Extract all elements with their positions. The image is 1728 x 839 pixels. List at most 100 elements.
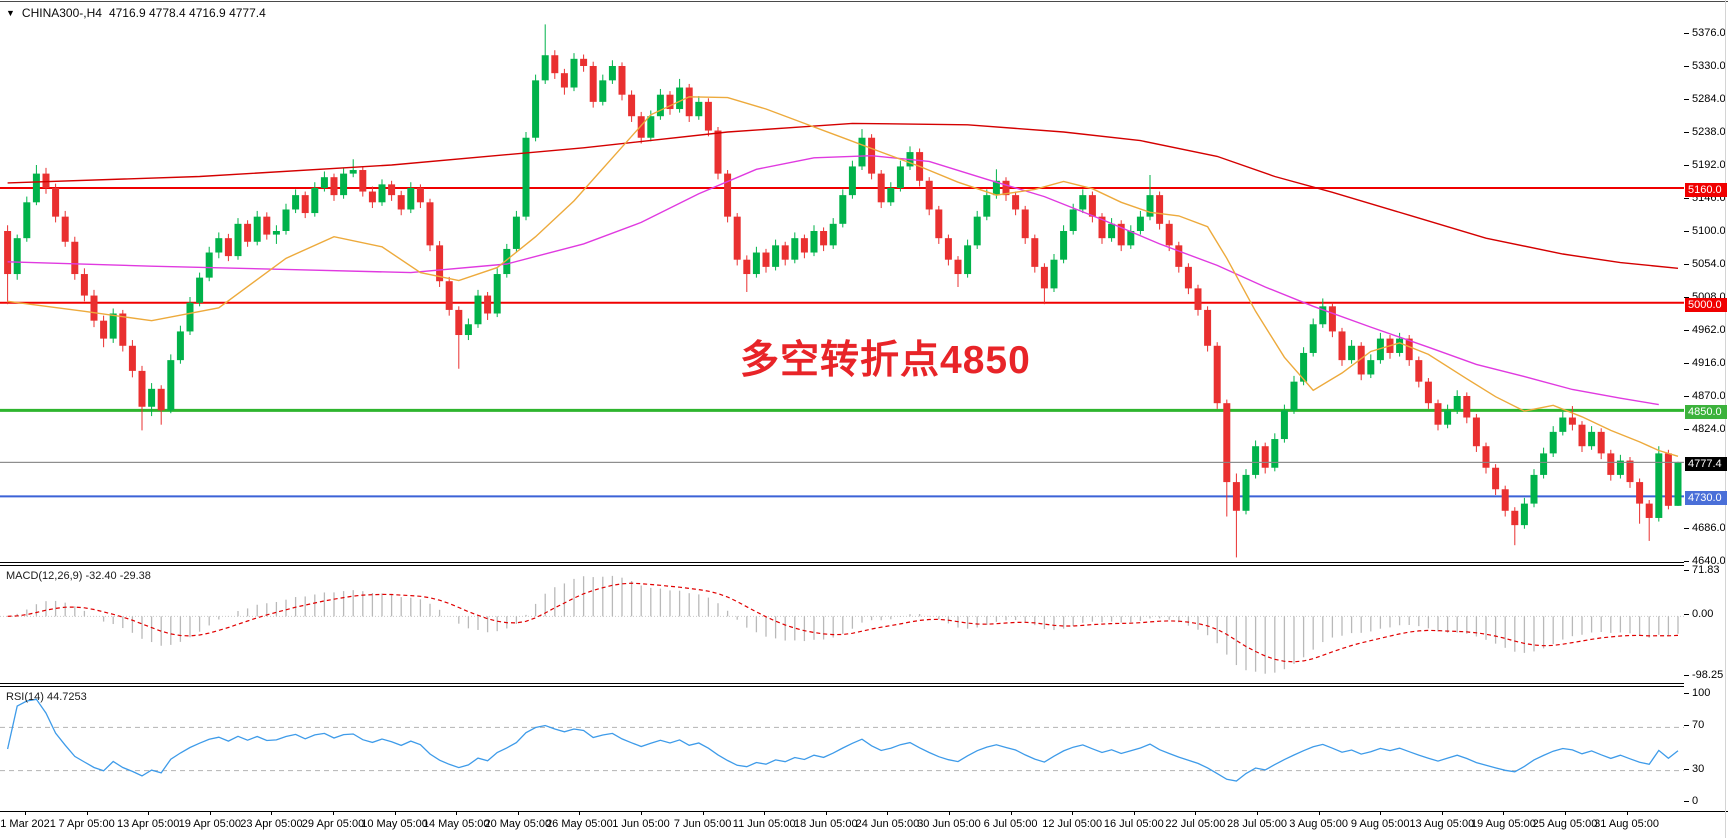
ma-mid-magenta	[7, 154, 1659, 406]
candle-bear	[1002, 180, 1010, 196]
time-tick	[579, 812, 581, 815]
macd-scale--98.25: -98.25	[1692, 669, 1724, 681]
candle-bull	[1108, 223, 1116, 239]
candle-bull	[532, 80, 540, 138]
window-top-border	[0, 1, 1728, 2]
candle-bear	[455, 309, 463, 336]
candle-bull	[522, 137, 530, 217]
price-axis[interactable]: 5376.0 5330.0 5284.0 5238.0 5192.0 5146.0 5100…	[1684, 2, 1728, 812]
candle-bull	[282, 209, 290, 231]
candle-bear	[368, 191, 376, 203]
price-chip-5000.0[interactable]: 5000.0	[1685, 297, 1727, 312]
candle-bear	[1357, 345, 1365, 375]
rsi-panel[interactable]	[0, 687, 1685, 811]
time-tick	[1318, 812, 1320, 815]
candle-bear	[330, 177, 338, 196]
candle-bear	[560, 73, 568, 88]
candle-bear	[724, 173, 732, 217]
price-tick-5054.0-dash	[1684, 264, 1689, 265]
candle-bull	[493, 274, 501, 314]
candle-bear	[733, 216, 741, 260]
candle-bull	[1520, 503, 1528, 526]
time-tick	[641, 812, 642, 815]
main-chart-panel[interactable]	[0, 2, 1685, 562]
price-tick-4962.0: 4962.0	[1692, 324, 1726, 336]
candle-bear	[128, 345, 136, 371]
time-label-18-Jun-05-00: 18 Jun 05:00	[793, 818, 858, 830]
candle-bull	[1309, 324, 1317, 353]
candle-bull	[474, 295, 482, 325]
candle-bear	[1156, 195, 1164, 224]
price-chip-4850.0[interactable]: 4850.0	[1685, 405, 1727, 420]
time-tick	[702, 812, 704, 815]
price-chip-4730.0[interactable]: 4730.0	[1685, 491, 1727, 506]
candle-bear	[1040, 266, 1048, 289]
macd-canvas[interactable]	[0, 566, 1684, 683]
candle-bear	[1434, 403, 1442, 425]
candle-bull	[1367, 360, 1375, 375]
candle-bull	[1300, 352, 1308, 382]
horizontal-levels-layer[interactable]	[0, 186, 1684, 498]
candle-bear	[781, 245, 789, 260]
candle-bear	[1415, 360, 1423, 382]
time-label-20-May-05-00: 20 May 05:00	[484, 818, 552, 830]
time-tick	[1072, 812, 1074, 815]
candle-bear	[954, 259, 962, 275]
candle-bear	[1261, 446, 1269, 468]
price-chip-5160.0[interactable]: 5160.0	[1685, 182, 1727, 197]
panel-separator-macd-rsi[interactable]	[0, 683, 1684, 687]
candle-bear	[1204, 309, 1212, 346]
candle-bear	[1424, 381, 1432, 404]
candle-bull	[887, 187, 895, 203]
candle-bull	[829, 223, 837, 246]
rsi-scale-100: 100	[1692, 687, 1711, 699]
candle-bull	[378, 184, 386, 203]
rsi-canvas[interactable]	[0, 687, 1684, 811]
price-chip-4777.4[interactable]: 4777.4	[1685, 457, 1727, 472]
candle-bear	[119, 313, 127, 346]
candle-bear	[820, 231, 828, 246]
candle-bear	[1626, 460, 1634, 483]
candle-bear	[100, 320, 108, 339]
candle-bull	[1136, 216, 1144, 231]
candle-bear	[1597, 431, 1605, 454]
candle-bear	[714, 130, 722, 174]
time-tick	[887, 812, 889, 815]
macd-scale-71.83: 71.83	[1692, 564, 1720, 576]
price-tick-5192.0-dash	[1684, 165, 1689, 166]
candle-bull	[272, 231, 280, 235]
candle-bear	[388, 184, 396, 196]
candle-bear	[1664, 453, 1672, 506]
time-tick	[148, 812, 150, 815]
candle-bear	[1165, 223, 1173, 246]
price-tick-5238.0-dash	[1684, 132, 1689, 133]
candle-bear	[944, 238, 952, 260]
price-chart-canvas[interactable]	[0, 2, 1684, 562]
candle-bull	[541, 55, 549, 81]
time-label-1-Jun-05-00: 1 Jun 05:00	[612, 818, 670, 830]
time-axis[interactable]: 31 Mar 2021 7 Apr 05:00 13 Apr 05:00 19 Apr…	[0, 811, 1728, 839]
time-label-3-Aug-05-00: 3 Aug 05:00	[1289, 818, 1348, 830]
time-label-29-Apr-05-00: 29 Apr 05:00	[301, 818, 365, 830]
candle-bull	[858, 137, 866, 167]
candle-bear	[589, 66, 597, 102]
candle-bear	[397, 195, 405, 210]
price-tick-5238.0: 5238.0	[1692, 126, 1726, 138]
candle-bear	[637, 116, 645, 138]
rsi-scale-70: 70	[1692, 719, 1705, 732]
candle-bull	[340, 173, 348, 196]
candle-bear	[263, 216, 271, 235]
time-tick	[25, 812, 26, 815]
candle-bear	[1328, 306, 1336, 332]
candle-bull	[176, 331, 184, 361]
macd-panel[interactable]	[0, 566, 1685, 683]
rsi-scale-30: 30	[1692, 762, 1705, 775]
candle-bull	[570, 58, 578, 88]
candle-bull	[1453, 396, 1461, 411]
chart-title-bar: ▼ CHINA300-,H4 4716.9 4778.4 4716.9 4777…	[6, 6, 266, 20]
panel-separator-main-macd[interactable]	[0, 562, 1684, 566]
symbol-dropdown-icon[interactable]: ▼	[6, 7, 15, 18]
candle-bull	[1588, 431, 1596, 447]
candle-bull	[1444, 410, 1452, 425]
candle-bull	[896, 166, 904, 188]
